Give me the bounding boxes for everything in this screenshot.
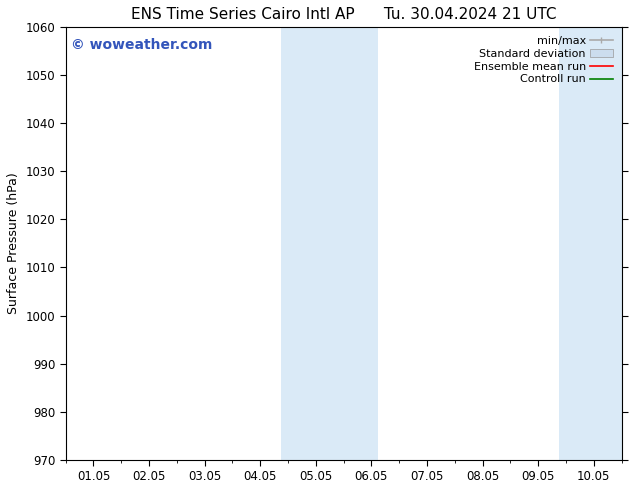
Text: © woweather.com: © woweather.com bbox=[71, 38, 212, 52]
Bar bbox=[281, 27, 378, 460]
Y-axis label: Surface Pressure (hPa): Surface Pressure (hPa) bbox=[7, 172, 20, 314]
Bar bbox=[559, 27, 621, 460]
Title: ENS Time Series Cairo Intl AP      Tu. 30.04.2024 21 UTC: ENS Time Series Cairo Intl AP Tu. 30.04.… bbox=[131, 7, 556, 22]
Legend: min/max, Standard deviation, Ensemble mean run, Controll run: min/max, Standard deviation, Ensemble me… bbox=[470, 33, 616, 88]
